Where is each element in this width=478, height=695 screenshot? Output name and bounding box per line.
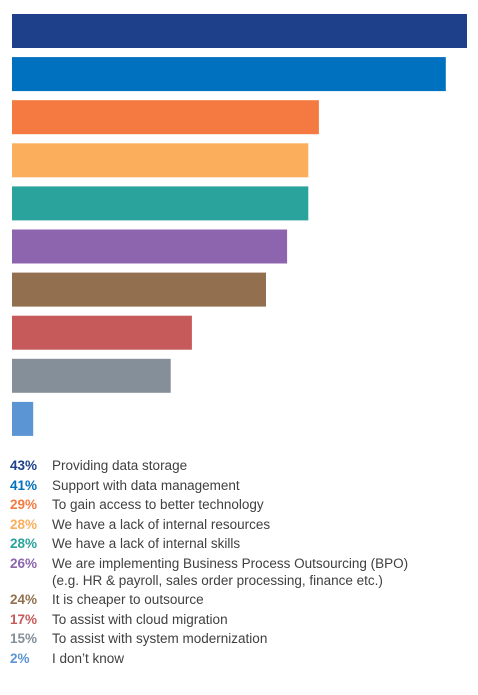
category-label: To assist with system modernization: [52, 631, 268, 646]
data-label: 2%: [10, 650, 30, 666]
data-label: 26%: [10, 555, 38, 571]
bar-5: [12, 186, 309, 221]
data-label: 43%: [10, 458, 38, 473]
legend-item: 2% I don’t know: [10, 650, 475, 667]
legend-item: 17% To assist with cloud migration: [10, 611, 475, 628]
bar-3: [12, 100, 319, 135]
category-label: To gain access to better technology: [52, 497, 264, 512]
category-label: We are implementing Business Process Out…: [52, 555, 409, 588]
bar-2: [12, 57, 446, 92]
data-label: 29%: [10, 497, 38, 512]
bar-4: [12, 143, 309, 178]
chart-legend: 43% Providing data storage 41% Support with…: [10, 457, 475, 669]
legend-item: 24% It is cheaper to outsource: [10, 591, 475, 608]
bar-1: [12, 14, 467, 48]
category-label: I don’t know: [52, 650, 125, 666]
data-label: 15%: [10, 631, 38, 646]
bar-chart: [12, 14, 467, 436]
category-label: To assist with cloud migration: [52, 611, 228, 627]
category-label: Support with data management: [52, 477, 240, 493]
legend-item: 41% Support with data management: [10, 477, 475, 494]
data-label: 24%: [10, 592, 38, 607]
legend-item: 26% We are implementing Business Process …: [10, 555, 475, 589]
legend-item: 28% We have a lack of internal skills: [10, 535, 475, 552]
bar-9: [12, 358, 171, 393]
bar-10: [12, 401, 34, 436]
category-label: We have a lack of internal skills: [52, 536, 241, 551]
bar-6: [12, 229, 288, 264]
bar-7: [12, 272, 266, 307]
bar-8: [12, 315, 192, 350]
data-label: 17%: [10, 611, 38, 627]
data-label: 28%: [10, 516, 38, 532]
category-label: Providing data storage: [52, 458, 188, 473]
category-label: We have a lack of internal resources: [52, 516, 271, 532]
data-label: 41%: [10, 477, 38, 493]
legend-item: 15% To assist with system modernization: [10, 630, 475, 647]
legend-item: 43% Providing data storage: [10, 457, 475, 474]
category-label: It is cheaper to outsource: [52, 592, 204, 607]
data-label: 28%: [10, 536, 38, 551]
legend-item: 28% We have a lack of internal resources: [10, 516, 475, 533]
legend-item: 29% To gain access to better technology: [10, 496, 475, 513]
